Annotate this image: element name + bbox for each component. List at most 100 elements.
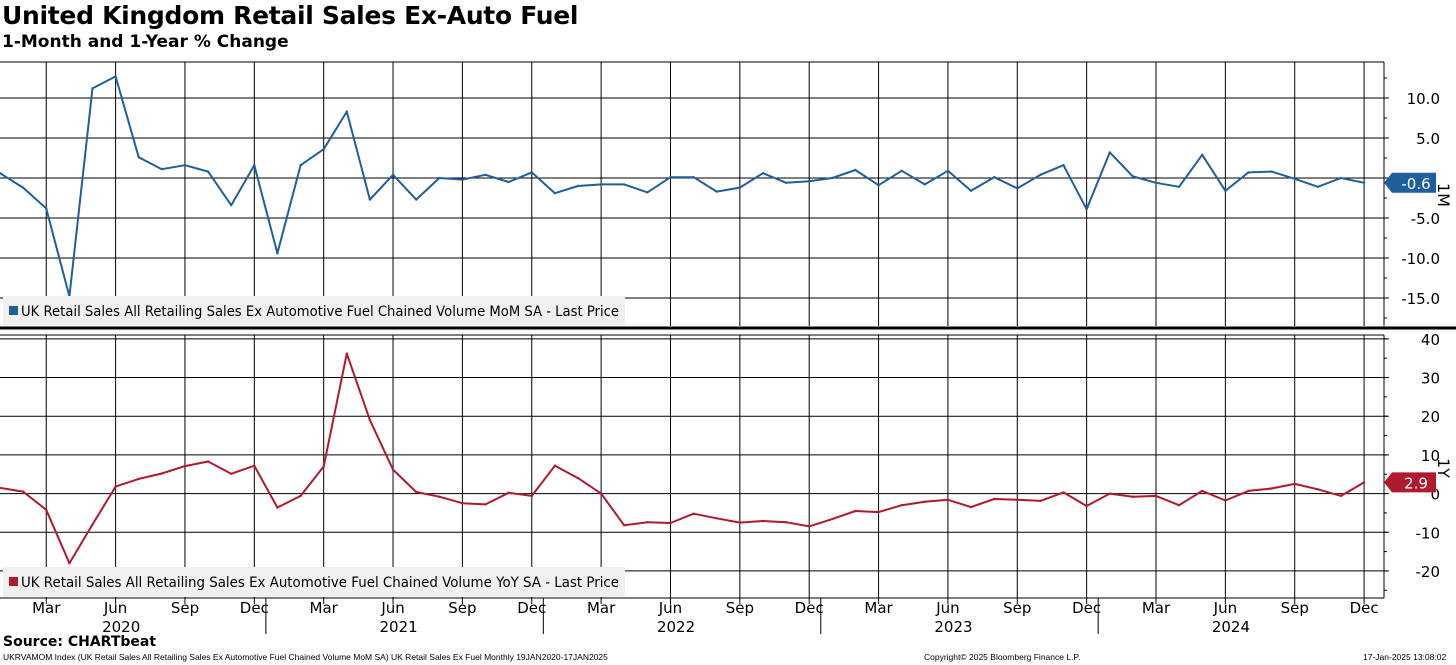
yoy-data-point — [368, 418, 372, 422]
mom-data-point — [253, 164, 256, 167]
chart-subtitle: 1-Month and 1-Year % Change — [2, 32, 289, 52]
yoy-data-point — [808, 525, 811, 528]
yoy-data-point — [507, 491, 510, 494]
last-value-label: -0.6 — [1401, 175, 1430, 193]
mom-data-point — [206, 170, 210, 173]
yoy-data-point — [160, 472, 163, 475]
mom-data-point — [1131, 175, 1135, 178]
x-tick-label: Sep — [171, 599, 199, 617]
yoy-data-point — [1177, 504, 1181, 507]
x-tick-label: Dec — [1072, 599, 1101, 617]
mom-data-point — [692, 176, 695, 179]
yoy-data-point — [253, 464, 256, 467]
mom-data-point — [299, 164, 302, 167]
yoy-data-point — [553, 464, 557, 467]
x-tick-label: Jun — [658, 599, 682, 617]
yoy-data-point — [993, 497, 996, 501]
yoy-data-point — [1062, 491, 1065, 494]
y-tick-label: -10 — [1416, 524, 1441, 542]
x-tick-label: Jun — [380, 599, 404, 617]
x-tick-label: Dec — [240, 599, 269, 617]
mom-data-point — [831, 176, 834, 180]
year-label: 2023 — [934, 618, 972, 636]
mom-data-point — [923, 183, 926, 186]
y-tick-label: -5.0 — [1411, 210, 1440, 228]
mom-data-point — [45, 207, 48, 210]
chart-title: United Kingdom Retail Sales Ex-Auto Fuel — [2, 1, 579, 30]
yoy-data-point — [1201, 489, 1204, 493]
yoy-data-point — [1085, 504, 1088, 508]
mom-data-point — [484, 173, 487, 176]
mom-data-point — [553, 192, 557, 195]
mom-data-point — [993, 176, 996, 179]
yoy-data-point — [669, 521, 672, 525]
mom-data-point — [761, 172, 765, 175]
mom-data-point — [623, 183, 626, 186]
mom-data-point — [1362, 181, 1366, 184]
yoy-data-point — [415, 490, 418, 494]
yoy-data-point — [1131, 495, 1135, 498]
x-tick-label: Mar — [1142, 599, 1171, 617]
yoy-data-point — [183, 464, 187, 468]
x-tick-label: Mar — [864, 599, 893, 617]
yoy-data-point — [854, 509, 857, 513]
x-tick-label: Sep — [726, 599, 754, 617]
yoy-data-point — [1154, 494, 1158, 498]
yoy-data-point — [784, 521, 788, 524]
yoy-data-point — [1270, 487, 1273, 490]
year-label: 2022 — [657, 618, 695, 636]
mom-data-point — [1224, 189, 1227, 192]
x-tick-label: Dec — [1350, 599, 1379, 617]
yoy-data-point — [599, 492, 603, 495]
yoy-data-point — [206, 460, 210, 463]
mom-data-point — [230, 204, 233, 207]
yoy-data-point — [299, 494, 302, 498]
mom-data-point — [91, 87, 94, 90]
mom-data-point — [1201, 153, 1204, 156]
mom-data-point — [530, 171, 533, 174]
yoy-data-point — [1293, 482, 1296, 486]
yoy-data-point — [1108, 492, 1112, 495]
mom-data-point — [854, 168, 857, 172]
mom-data-point — [461, 178, 464, 181]
yoy-data-point — [91, 523, 94, 526]
yoy-data-point — [623, 524, 626, 527]
mom-data-point — [1062, 164, 1065, 167]
yoy-data-point — [45, 508, 48, 511]
mom-data-point — [808, 180, 811, 183]
year-label: 2024 — [1212, 618, 1250, 636]
yoy-panel: 40 30 20 10 0 -10 -20 2.9 1Y UK Retail Sales All … — [0, 331, 1453, 598]
yoy-data-point — [137, 477, 140, 481]
y-tick-label: -20 — [1416, 563, 1441, 581]
yoy-data-point — [438, 495, 441, 498]
copyright-note: Copyright© 2025 Bloomberg Finance L.P. — [924, 652, 1081, 662]
year-label: 2021 — [380, 618, 418, 636]
yoy-data-point — [969, 505, 973, 509]
yoy-data-point — [923, 500, 926, 503]
mom-data-point — [137, 156, 140, 159]
y-tick-label: 0 — [1430, 486, 1440, 504]
mom-data-point — [322, 148, 325, 151]
yoy-data-point — [1339, 494, 1343, 498]
mom-data-point — [345, 110, 348, 113]
y-tick-label: 10.0 — [1407, 90, 1440, 108]
y-tick-label: 30 — [1421, 370, 1440, 388]
yoy-data-point — [0, 486, 2, 489]
yoy-data-point — [21, 490, 25, 493]
mom-data-point — [391, 173, 395, 176]
mom-data-point — [1177, 185, 1181, 188]
last-value-badge — [1384, 172, 1436, 193]
mom-panel: 10.0 5.0 -5.0 -10.0 -15.0 -0.6 1M UK Retail Sal… — [0, 61, 1453, 326]
yoy-data-point — [1016, 498, 1019, 501]
legend-swatch — [9, 577, 18, 586]
mom-data-point — [368, 198, 372, 201]
source-note: Source: CHARTbeat — [3, 634, 157, 650]
mom-data-point — [1108, 151, 1112, 154]
y-tick-label: 40 — [1421, 331, 1440, 349]
y-tick-label: 10 — [1421, 447, 1440, 465]
legend-label: UK Retail Sales All Retailing Sales Ex A… — [21, 575, 619, 591]
x-tick-label: Dec — [517, 599, 546, 617]
x-tick-label: Sep — [448, 599, 476, 617]
year-label: 2020 — [102, 618, 140, 636]
yoy-data-point — [345, 352, 348, 355]
